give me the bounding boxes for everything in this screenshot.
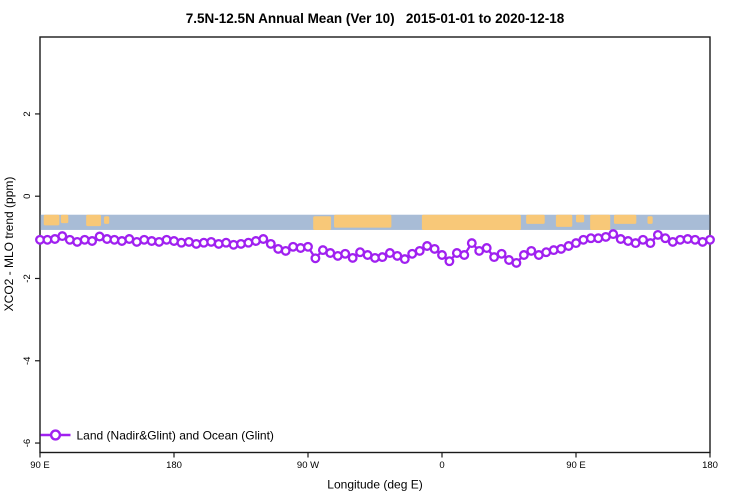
data-point bbox=[57, 231, 68, 242]
y-tick-label: 0 bbox=[22, 194, 33, 199]
data-point bbox=[258, 234, 269, 244]
land-patch bbox=[590, 214, 611, 230]
data-point bbox=[429, 243, 440, 254]
data-point bbox=[578, 234, 589, 245]
x-tick-label: 90 E bbox=[566, 460, 586, 471]
land-patch bbox=[576, 214, 585, 223]
legend-marker-icon bbox=[49, 429, 62, 441]
data-point bbox=[518, 250, 529, 260]
legend: Land (Nadir&Glint) and Ocean (Glint) bbox=[40, 429, 274, 443]
data-point bbox=[414, 245, 425, 256]
x-axis-title: Longitude (deg E) bbox=[327, 478, 422, 492]
data-point bbox=[310, 253, 321, 264]
axis-ticks: 90 E 180 90 W 0 90 E 180 2 0 -2 -4 -6 bbox=[22, 111, 718, 471]
y-tick-label: -4 bbox=[22, 357, 33, 365]
data-point bbox=[459, 250, 470, 260]
data-point bbox=[526, 245, 537, 256]
land-patch bbox=[60, 214, 69, 224]
data-point bbox=[705, 234, 715, 245]
x-tick-label: 180 bbox=[702, 460, 718, 471]
data-point bbox=[511, 257, 522, 268]
data-point bbox=[444, 256, 455, 267]
data-point bbox=[288, 241, 299, 252]
data-point bbox=[489, 252, 500, 263]
legend-label: Land (Nadir&Glint) and Ocean (Glint) bbox=[77, 429, 274, 443]
data-point bbox=[466, 238, 477, 249]
land-patch bbox=[86, 214, 102, 227]
y-tick-label: -2 bbox=[22, 274, 33, 282]
data-point bbox=[265, 238, 276, 249]
land-patch bbox=[613, 214, 637, 224]
data-point bbox=[109, 234, 120, 245]
x-tick-label: 180 bbox=[166, 460, 182, 471]
data-point bbox=[340, 248, 351, 259]
x-tick-label: 90 E bbox=[30, 460, 50, 471]
y-tick-label: 2 bbox=[22, 111, 33, 116]
land-patch bbox=[43, 214, 60, 226]
data-point bbox=[593, 233, 604, 244]
data-point bbox=[191, 238, 202, 249]
x-tick-label: 90 W bbox=[297, 460, 319, 471]
data-point bbox=[645, 238, 656, 249]
data-point bbox=[660, 233, 671, 244]
land-patch bbox=[526, 214, 545, 224]
chart-title: 7.5N-12.5N Annual Mean (Ver 10) 2015-01-… bbox=[186, 11, 565, 26]
x-tick-label: 0 bbox=[439, 460, 444, 471]
land-patch bbox=[334, 214, 392, 228]
data-point bbox=[399, 254, 410, 265]
data-point bbox=[608, 229, 619, 240]
data-point bbox=[347, 252, 358, 263]
land-patch bbox=[555, 214, 573, 227]
data-point bbox=[280, 245, 291, 256]
data-point bbox=[377, 252, 388, 263]
data-series bbox=[35, 229, 715, 268]
data-point bbox=[303, 241, 313, 252]
y-axis-title: XCO2 - MLO trend (ppm) bbox=[2, 177, 16, 312]
data-point bbox=[139, 234, 150, 245]
land-patch bbox=[313, 216, 332, 230]
land-patch bbox=[104, 216, 110, 224]
map-strip bbox=[40, 214, 710, 230]
data-point bbox=[496, 248, 507, 259]
land-patch bbox=[421, 214, 521, 230]
data-point bbox=[437, 250, 447, 260]
data-point bbox=[87, 236, 98, 246]
data-point bbox=[481, 243, 492, 253]
land-patch bbox=[647, 216, 653, 224]
y-tick-label: -6 bbox=[22, 439, 33, 447]
